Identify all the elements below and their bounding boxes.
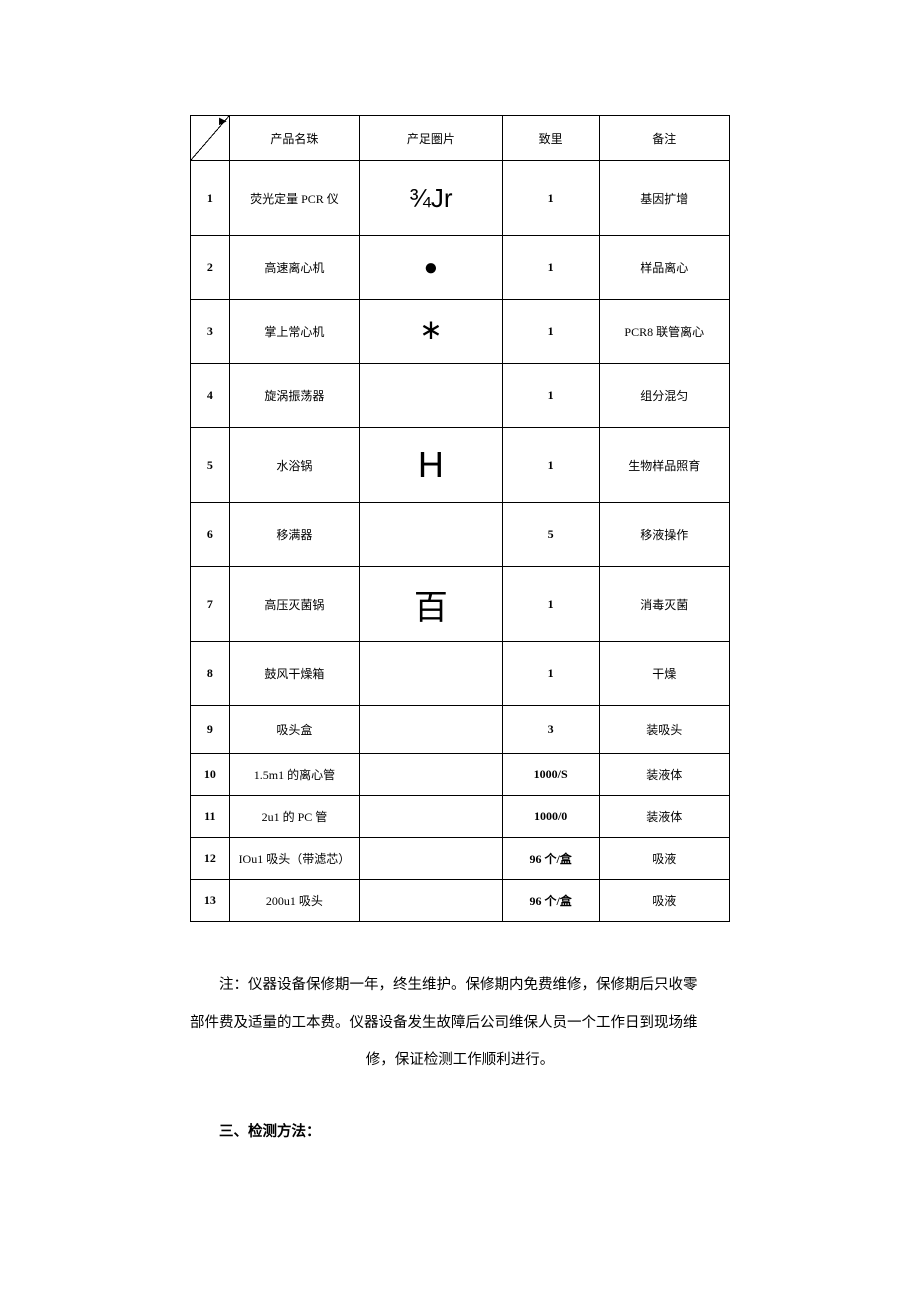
cell-quantity: 1 [502, 428, 599, 503]
header-product-name: 产品名珠 [229, 116, 359, 161]
note-line-3: 修，保证检测工作顺利进行。 [190, 1042, 730, 1080]
header-remark: 备注 [599, 116, 729, 161]
cell-number: 9 [191, 706, 230, 754]
cell-product-name: 鼓风干燥箱 [229, 642, 359, 706]
note-line-1: 注：仪器设备保修期一年，终生维护。保修期内免费维修，保修期后只收零 [190, 967, 730, 1005]
cell-product-name: IOu1 吸头（带滤芯） [229, 838, 359, 880]
cell-number: 8 [191, 642, 230, 706]
table-header-row: ▶ 产品名珠 产足圏片 致里 备注 [191, 116, 730, 161]
equipment-table: ▶ 产品名珠 产足圏片 致里 备注 1荧光定量 PCR 仪¾Jr1基因扩增2高速… [190, 115, 730, 922]
cell-quantity: 3 [502, 706, 599, 754]
cell-remark: PCR8 联管离心 [599, 300, 729, 364]
cell-quantity: 1 [502, 364, 599, 428]
cell-remark: 吸液 [599, 838, 729, 880]
table-row: 101.5m1 的离心管 1000/S装液体 [191, 754, 730, 796]
cell-product-name: 1.5m1 的离心管 [229, 754, 359, 796]
cell-quantity: 96 个/盒 [502, 838, 599, 880]
cell-product-name: 掌上常心机 [229, 300, 359, 364]
cell-product-image: 百 [360, 567, 503, 642]
cell-number: 12 [191, 838, 230, 880]
cell-product-image [360, 642, 503, 706]
cell-remark: 样品离心 [599, 236, 729, 300]
cell-product-image: ● [360, 236, 503, 300]
header-quantity: 致里 [502, 116, 599, 161]
cell-remark: 装吸头 [599, 706, 729, 754]
cell-remark: 装液体 [599, 754, 729, 796]
cell-quantity: 1 [502, 236, 599, 300]
cell-product-image [360, 754, 503, 796]
cell-number: 10 [191, 754, 230, 796]
cell-product-name: 移满器 [229, 503, 359, 567]
cell-remark: 吸液 [599, 880, 729, 922]
note-line-2: 部件费及适量的工本费。仪器设备发生故障后公司维保人员一个工作日到现场维 [190, 1005, 730, 1043]
cell-quantity: 5 [502, 503, 599, 567]
table-row: 5水浴锅H1生物样品照育 [191, 428, 730, 503]
cell-product-image [360, 796, 503, 838]
warranty-note: 注：仪器设备保修期一年，终生维护。保修期内免费维修，保修期后只收零 部件费及适量… [190, 967, 730, 1080]
cell-quantity: 1 [502, 161, 599, 236]
table-row: 12IOu1 吸头（带滤芯） 96 个/盒吸液 [191, 838, 730, 880]
cell-remark: 组分混匀 [599, 364, 729, 428]
cell-product-name: 2u1 的 PC 管 [229, 796, 359, 838]
cell-remark: 消毒灭菌 [599, 567, 729, 642]
cell-remark: 干燥 [599, 642, 729, 706]
cell-product-image: H [360, 428, 503, 503]
table-row: 6移满器 5移液操作 [191, 503, 730, 567]
cell-product-name: 水浴锅 [229, 428, 359, 503]
section-heading: 三、检测方法： [190, 1120, 730, 1141]
table-row: 1荧光定量 PCR 仪¾Jr1基因扩增 [191, 161, 730, 236]
cell-product-name: 吸头盒 [229, 706, 359, 754]
header-diagonal-cell: ▶ [191, 116, 230, 161]
table-row: 2高速离心机●1样品离心 [191, 236, 730, 300]
cell-number: 6 [191, 503, 230, 567]
cell-remark: 生物样品照育 [599, 428, 729, 503]
cell-quantity: 96 个/盒 [502, 880, 599, 922]
cell-quantity: 1 [502, 300, 599, 364]
cell-number: 2 [191, 236, 230, 300]
table-row: 3掌上常心机∗1PCR8 联管离心 [191, 300, 730, 364]
cell-product-name: 高速离心机 [229, 236, 359, 300]
cell-number: 4 [191, 364, 230, 428]
cell-product-image [360, 880, 503, 922]
cell-product-name: 200u1 吸头 [229, 880, 359, 922]
cell-number: 1 [191, 161, 230, 236]
cell-product-image [360, 706, 503, 754]
cell-quantity: 1 [502, 642, 599, 706]
cell-product-image [360, 364, 503, 428]
cell-product-image [360, 838, 503, 880]
table-row: 8鼓风干燥箱 1干燥 [191, 642, 730, 706]
table-row: 7高压灭菌锅百1消毒灭菌 [191, 567, 730, 642]
cell-product-image: ¾Jr [360, 161, 503, 236]
cell-number: 7 [191, 567, 230, 642]
cell-product-image [360, 503, 503, 567]
cell-remark: 装液体 [599, 796, 729, 838]
cell-quantity: 1 [502, 567, 599, 642]
cell-number: 11 [191, 796, 230, 838]
cell-remark: 移液操作 [599, 503, 729, 567]
cell-number: 13 [191, 880, 230, 922]
cell-product-name: 旋涡振荡器 [229, 364, 359, 428]
table-row: 4旋涡振荡器 1组分混匀 [191, 364, 730, 428]
cell-product-image: ∗ [360, 300, 503, 364]
cell-product-name: 荧光定量 PCR 仪 [229, 161, 359, 236]
cell-quantity: 1000/S [502, 754, 599, 796]
cell-remark: 基因扩增 [599, 161, 729, 236]
cell-quantity: 1000/0 [502, 796, 599, 838]
table-row: 9吸头盒 3装吸头 [191, 706, 730, 754]
cell-number: 5 [191, 428, 230, 503]
cell-number: 3 [191, 300, 230, 364]
table-row: 13200u1 吸头 96 个/盒吸液 [191, 880, 730, 922]
table-row: 112u1 的 PC 管 1000/0装液体 [191, 796, 730, 838]
cell-product-name: 高压灭菌锅 [229, 567, 359, 642]
header-product-image: 产足圏片 [360, 116, 503, 161]
